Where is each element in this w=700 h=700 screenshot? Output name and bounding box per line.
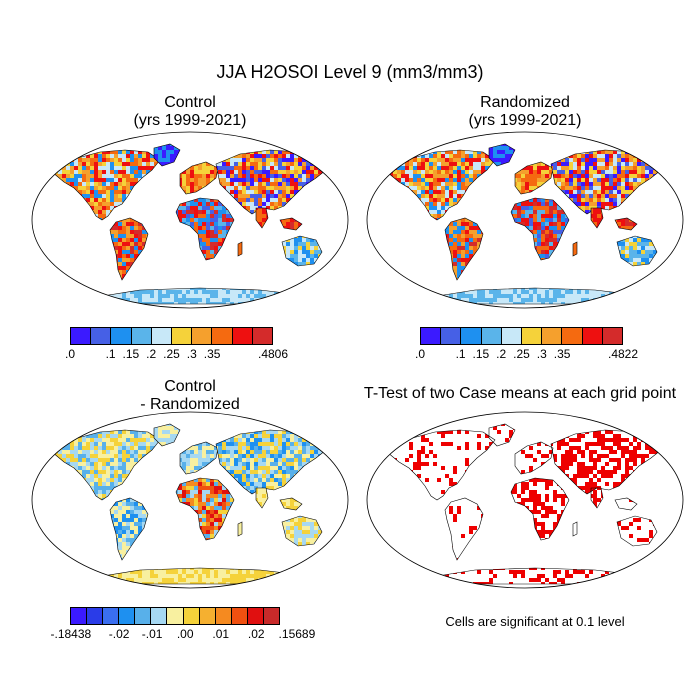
difference-map: [30, 410, 350, 590]
difference-colorbar-label: .01: [212, 627, 229, 641]
madagascar-coastline: [573, 522, 577, 536]
difference-map-svg: [30, 410, 350, 590]
difference-colorbar-swatch: [119, 608, 135, 624]
northAmerica-coastline: [387, 430, 495, 500]
randomized-colorbar-labels: .0.1.15.2.25.3.35.4822: [420, 347, 623, 363]
randomized-map: [365, 130, 685, 310]
randomized-colorbar-label: .3: [537, 347, 547, 361]
difference-colorbar-label: -.02: [109, 627, 130, 641]
difference-colorbar: [70, 607, 280, 625]
control-colorbar-swatch: [91, 328, 111, 344]
randomized-colorbar-swatch: [502, 328, 522, 344]
control-colorbar-label: .2: [146, 347, 156, 361]
africa-land-cells: [30, 130, 350, 310]
difference-colorbar-swatch: [87, 608, 103, 624]
control-colorbar-swatch: [111, 328, 131, 344]
control-colorbar-label: .0: [65, 347, 75, 361]
control-colorbar-swatch: [253, 328, 272, 344]
difference-title-line1: Control: [30, 378, 350, 396]
control-title-line2: (yrs 1999-2021): [30, 112, 350, 130]
randomized-colorbar-swatch: [562, 328, 582, 344]
randomized-colorbar-swatch: [461, 328, 481, 344]
difference-panel-title: Control - Randomized: [30, 378, 350, 414]
africa-land-cells: [365, 410, 685, 590]
difference-colorbar-swatch: [216, 608, 232, 624]
ttest-panel-title: T-Test of two Case means at each grid po…: [340, 385, 700, 403]
control-colorbar-label: .25: [163, 347, 180, 361]
randomized-colorbar-swatch: [522, 328, 542, 344]
control-colorbar-swatch: [192, 328, 212, 344]
africa-land-cells: [30, 410, 350, 590]
control-colorbar-label: .3: [187, 347, 197, 361]
control-colorbar-swatch: [71, 328, 91, 344]
difference-colorbar-swatch: [248, 608, 264, 624]
randomized-colorbar-label: .0: [415, 347, 425, 361]
control-colorbar-label: .4806: [258, 347, 288, 361]
randomized-colorbar-swatch: [603, 328, 622, 344]
randomized-colorbar-label: .25: [513, 347, 530, 361]
difference-colorbar-swatch: [135, 608, 151, 624]
randomized-map-svg: [365, 130, 685, 310]
figure-title: JJA H2OSOI Level 9 (mm3/mm3): [0, 62, 700, 83]
control-colorbar-swatch: [172, 328, 192, 344]
difference-colorbar-swatch: [71, 608, 87, 624]
control-colorbar-swatch: [152, 328, 172, 344]
randomized-colorbar-swatch: [441, 328, 461, 344]
randomized-colorbar-label: .35: [554, 347, 571, 361]
randomized-title-line1: Randomized: [365, 94, 685, 112]
difference-colorbar-label: .15689: [279, 627, 316, 641]
randomized-colorbar-label: .2: [496, 347, 506, 361]
difference-colorbar-labels: -.18438 -.02 -.01.00.01.02.15689: [48, 627, 302, 643]
randomized-colorbar-label: .15: [473, 347, 490, 361]
randomized-colorbar-swatch: [583, 328, 603, 344]
control-colorbar-swatch: [233, 328, 253, 344]
control-title-line1: Control: [30, 94, 350, 112]
difference-colorbar-swatch: [103, 608, 119, 624]
difference-colorbar-swatch: [184, 608, 200, 624]
randomized-colorbar-swatch: [421, 328, 441, 344]
ttest-map: [365, 410, 685, 590]
seAsia-coastline: [615, 498, 637, 510]
africa-land-cells: [365, 130, 685, 310]
control-colorbar-swatch: [212, 328, 232, 344]
difference-colorbar-swatch: [200, 608, 216, 624]
ttest-map-svg: [365, 410, 685, 590]
difference-colorbar-swatch: [264, 608, 279, 624]
difference-colorbar-label: -.01: [142, 627, 163, 641]
difference-colorbar-label: .00: [177, 627, 194, 641]
randomized-colorbar-swatch: [482, 328, 502, 344]
difference-colorbar-swatch: [232, 608, 248, 624]
difference-colorbar-swatch: [151, 608, 167, 624]
randomized-colorbar-swatch: [542, 328, 562, 344]
randomized-colorbar-label: .4822: [608, 347, 638, 361]
control-colorbar-labels: .0.1.15.2.25.3.35.4806: [70, 347, 273, 363]
control-colorbar-label: .35: [204, 347, 221, 361]
ttest-footnote: Cells are significant at 0.1 level: [365, 614, 700, 629]
control-colorbar-label: .15: [123, 347, 140, 361]
control-map: [30, 130, 350, 310]
control-colorbar-swatch: [132, 328, 152, 344]
randomized-panel-title: Randomized (yrs 1999-2021): [365, 94, 685, 130]
control-colorbar: [70, 327, 273, 345]
control-map-svg: [30, 130, 350, 310]
randomized-title-line2: (yrs 1999-2021): [365, 112, 685, 130]
difference-colorbar-label: -.18438: [51, 627, 92, 641]
control-panel-title: Control (yrs 1999-2021): [30, 94, 350, 130]
randomized-colorbar-label: .1: [456, 347, 466, 361]
difference-colorbar-label: .02: [248, 627, 265, 641]
randomized-colorbar: [420, 327, 623, 345]
difference-colorbar-swatch: [167, 608, 183, 624]
control-colorbar-label: .1: [106, 347, 116, 361]
